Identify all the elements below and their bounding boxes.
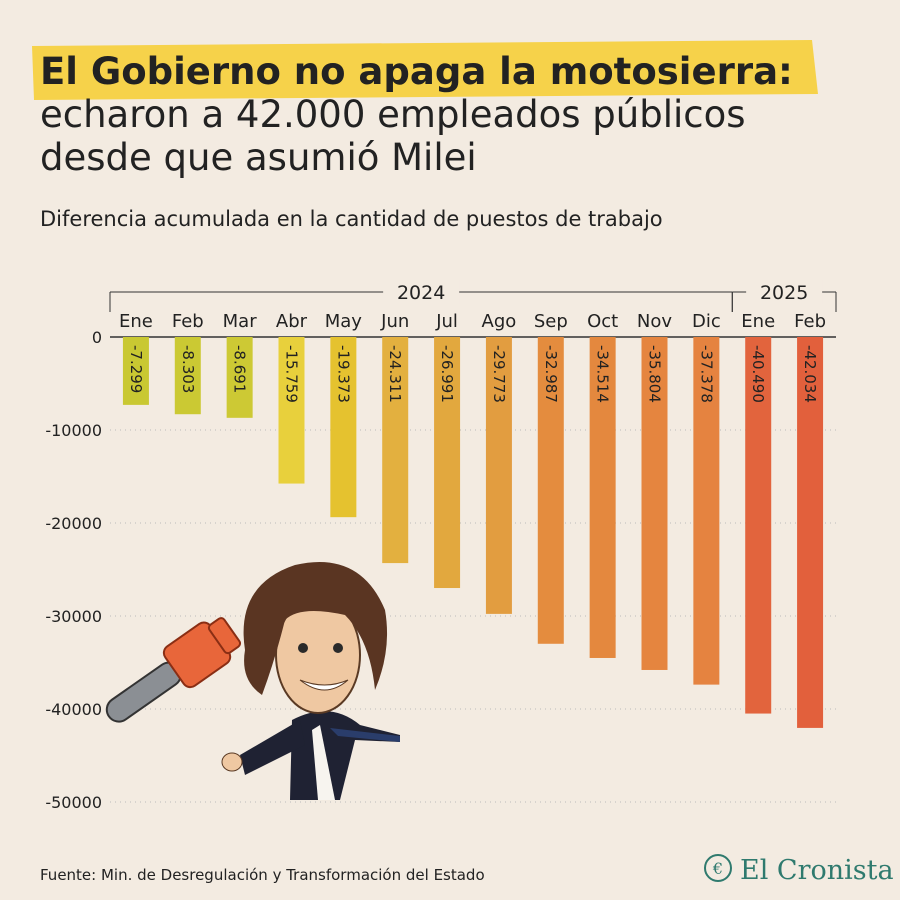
title-highlight: El Gobierno no apaga la motosierra:	[40, 50, 793, 93]
title-highlight-mark	[32, 40, 818, 100]
bar	[485, 337, 512, 614]
bar	[226, 337, 253, 418]
x-tick-label: Oct	[587, 311, 618, 332]
x-tick-label: Ago	[482, 311, 517, 332]
bar	[434, 337, 461, 589]
brand-logo: €	[704, 854, 732, 882]
value-label: -19.373	[334, 345, 352, 403]
illustration	[105, 562, 400, 800]
bar	[330, 337, 357, 518]
group-label: 2024	[397, 282, 445, 304]
title-line: echaron a 42.000 empleados públicos	[40, 93, 746, 136]
value-label: -15.759	[283, 345, 301, 403]
y-tick-label: -40000	[45, 700, 102, 719]
x-tick-label: Sep	[534, 311, 568, 332]
x-tick-label: Feb	[172, 311, 204, 332]
bar	[589, 337, 616, 658]
y-tick-label: -50000	[45, 793, 102, 812]
bar	[693, 337, 720, 685]
y-tick-label: 0	[92, 328, 102, 347]
value-label: -8.303	[179, 345, 197, 393]
bar	[745, 337, 772, 714]
x-tick-label: Jun	[380, 311, 409, 332]
value-label: -8.691	[231, 345, 249, 393]
x-tick-label: Nov	[637, 311, 672, 332]
x-tick-label: Ene	[741, 311, 775, 332]
x-tick-label: Jul	[435, 311, 458, 332]
x-tick-label: May	[325, 311, 363, 332]
y-tick-label: -10000	[45, 421, 102, 440]
svg-text:€: €	[712, 859, 723, 878]
group-label-bg	[746, 280, 823, 304]
bar	[382, 337, 409, 564]
source: Fuente: Min. de Desregulación y Transfor…	[40, 866, 485, 884]
value-label: -26.991	[438, 345, 456, 403]
value-label: -35.804	[646, 345, 664, 403]
value-label: -42.034	[801, 345, 819, 403]
value-label: -40.490	[749, 345, 767, 403]
x-tick-label: Ene	[119, 311, 153, 332]
x-tick-label: Feb	[794, 311, 826, 332]
value-label: -29.773	[490, 345, 508, 403]
x-tick-label: Dic	[692, 311, 721, 332]
subtitle: Diferencia acumulada en la cantidad de p…	[40, 207, 663, 231]
value-label: -32.987	[542, 345, 560, 403]
value-label: -34.514	[594, 345, 612, 403]
x-tick-label: Abr	[276, 311, 308, 332]
bar	[278, 337, 305, 484]
y-tick-label: -20000	[45, 514, 102, 533]
group-label: 2025	[760, 282, 808, 304]
group-label-bg	[383, 280, 460, 304]
bar	[122, 337, 149, 405]
x-tick-label: Mar	[223, 311, 258, 332]
value-label: -37.378	[697, 345, 715, 403]
y-tick-label: -30000	[45, 607, 102, 626]
bar	[641, 337, 668, 670]
title-line: desde que asumió Milei	[40, 136, 477, 179]
value-label: -24.311	[386, 345, 404, 403]
brand: El Cronista	[740, 855, 894, 886]
bar	[174, 337, 201, 415]
bar	[537, 337, 564, 644]
value-label: -7.299	[127, 345, 145, 393]
bar	[797, 337, 824, 728]
